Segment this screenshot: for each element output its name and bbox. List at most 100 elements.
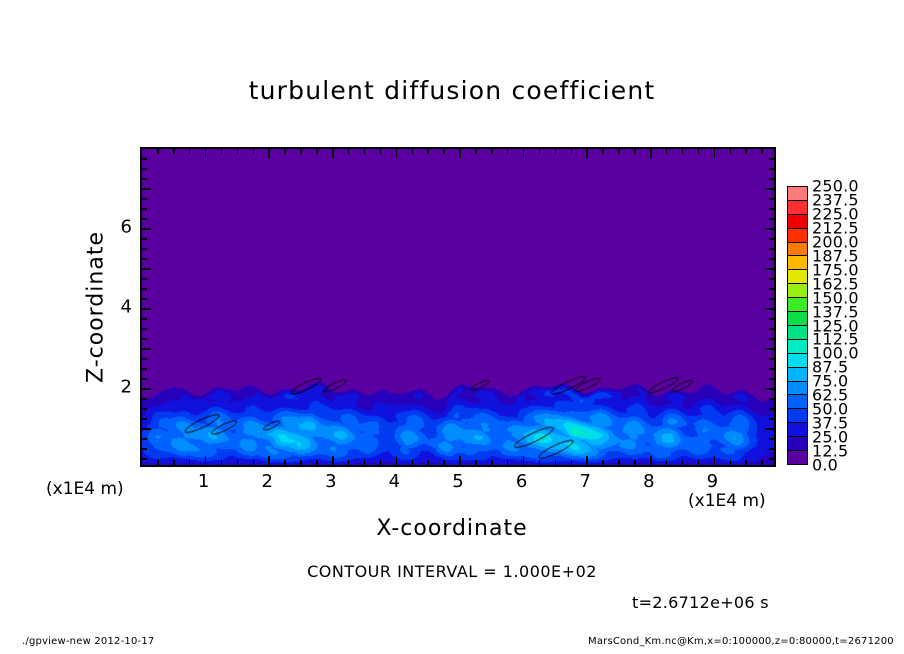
axis-tick [554,149,557,154]
axis-tick [379,460,382,465]
colorbar-label: 137.5 [812,302,859,322]
axis-tick [268,456,270,465]
axis-tick [284,149,286,154]
axis-tick [769,458,774,460]
axis-tick [506,149,509,154]
axis-tick [142,458,147,460]
axis-tick [729,460,732,465]
axis-tick [142,188,151,190]
colorbar-label: 12.5 [812,441,849,461]
axis-tick [188,460,191,465]
axis-tick [157,460,159,465]
colorbar-label: 187.5 [812,246,859,266]
colorbar-label: 62.5 [812,385,849,405]
axis-tick [475,460,477,465]
axis-tick [634,149,636,154]
axis-tick [769,338,774,340]
colorbar-label: 50.0 [812,399,849,419]
axis-tick [765,188,774,190]
axis-tick [142,168,147,170]
axis-tick [142,418,147,420]
y-tick-label: 6 [120,216,132,238]
axis-tick [618,460,620,465]
colorbar-label: 25.0 [812,427,849,447]
axis-tick [522,456,525,465]
y-tick-label: 4 [120,296,132,318]
axis-tick [602,460,604,465]
axis-tick [769,218,774,220]
x-tick-label: 5 [452,471,464,492]
axis-tick [769,378,774,380]
axis-tick [252,149,255,154]
colorbar-label: 87.5 [812,357,849,377]
axis-tick [491,149,493,154]
axis-tick [681,149,684,154]
axis-tick [697,149,700,154]
axis-tick [142,428,151,430]
colorbar-label: 200.0 [812,232,859,252]
axis-tick [769,368,774,370]
axis-tick [769,208,774,210]
x-tick-label: 1 [197,471,210,492]
x-tick-label: 7 [579,471,591,492]
axis-tick [769,328,774,330]
axis-tick [142,388,151,390]
colorbar-band [788,339,807,354]
axis-tick [769,288,774,290]
axis-tick [697,460,700,465]
colorbar-band [788,451,807,464]
axis-tick [769,158,774,160]
axis-tick [142,218,147,220]
axis-tick [142,338,147,340]
axis-tick [395,149,398,158]
axis-tick [142,438,147,440]
colorbar-band [788,284,807,299]
axis-tick [142,238,147,240]
axis-tick [142,368,147,370]
axis-tick [459,456,461,465]
axis-tick [769,398,774,400]
axis-tick [765,388,774,390]
y-axis-title: Z-coordinate [83,231,109,383]
axis-tick [142,348,151,350]
axis-tick [769,418,774,420]
axis-tick [173,149,175,154]
colorbar-band [788,325,807,340]
colorbar-band [788,228,807,243]
axis-tick [236,460,239,465]
axis-tick [459,149,461,158]
axis-tick [142,408,147,410]
axis-tick [220,460,223,465]
colorbar-band [788,270,807,285]
axis-tick [284,460,286,465]
axis-tick [379,149,382,154]
x-tick-label: 3 [325,471,337,492]
axis-tick [665,460,668,465]
axis-tick [395,456,398,465]
axis-tick [142,278,147,280]
axis-tick [142,158,147,160]
axis-tick [765,308,774,310]
colorbar-label: 75.0 [812,371,849,391]
axis-tick [142,288,147,290]
footer-command: ./gpview-new 2012-10-17 [22,636,155,647]
axis-tick [173,460,175,465]
colorbar [787,186,808,465]
colorbar-label: 225.0 [812,204,859,224]
time-stamp: t=2.6712e+06 s [632,593,769,612]
colorbar-band [788,353,807,368]
axis-tick [332,456,334,465]
axis-tick [538,460,541,465]
axis-tick [332,149,334,158]
x-unit-label: (x1E4 m) [688,491,766,511]
axis-tick [142,328,147,330]
x-tick-label: 6 [515,471,528,492]
axis-tick [745,149,747,154]
axis-tick [443,149,445,154]
colorbar-band [788,186,807,201]
axis-tick [713,149,716,158]
axis-tick [586,456,588,465]
page-title: turbulent diffusion coefficient [248,76,656,105]
axis-tick [142,258,147,260]
axis-tick [765,428,774,430]
